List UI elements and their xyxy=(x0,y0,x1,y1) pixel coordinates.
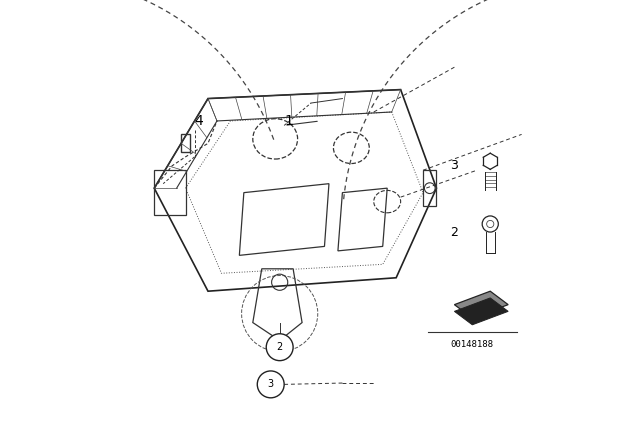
Polygon shape xyxy=(454,291,508,318)
Text: 3: 3 xyxy=(451,159,458,172)
Text: 2: 2 xyxy=(276,342,283,352)
Text: 00148188: 00148188 xyxy=(451,340,494,349)
Text: 3: 3 xyxy=(268,379,274,389)
Polygon shape xyxy=(454,298,508,325)
Circle shape xyxy=(266,334,293,361)
Text: 4: 4 xyxy=(195,114,204,128)
Circle shape xyxy=(257,371,284,398)
Text: 2: 2 xyxy=(451,226,458,240)
Text: 1: 1 xyxy=(284,114,293,128)
